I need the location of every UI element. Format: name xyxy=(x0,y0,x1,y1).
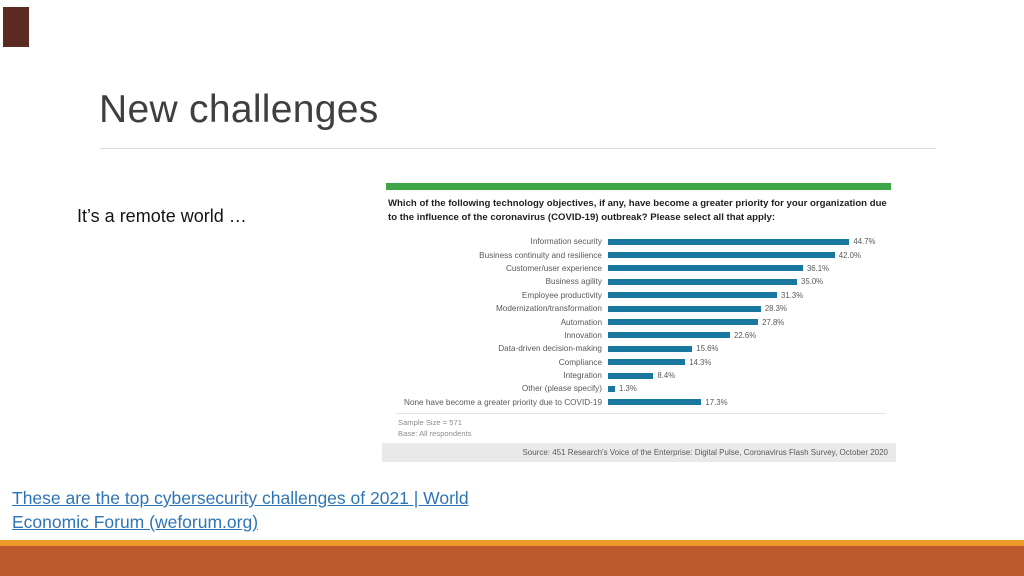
chart-category-label: Data-driven decision-making xyxy=(498,344,602,354)
chart-category-label: Employee productivity xyxy=(521,290,602,300)
chart-row: Compliance 14.3% xyxy=(382,356,896,369)
chart-bar xyxy=(608,359,686,366)
chart-row: Modernization/transformation 28.3% xyxy=(382,302,896,315)
chart-category-label: Integration xyxy=(563,371,602,381)
chart-top-accent-bar xyxy=(386,183,891,190)
bottom-accent-line xyxy=(0,540,1024,546)
title-divider xyxy=(100,148,936,149)
chart-bar xyxy=(608,345,693,352)
chart-value-label: 17.3% xyxy=(705,397,728,407)
chart-row: None have become a greater priority due … xyxy=(382,396,896,409)
chart-figure: Which of the following technology object… xyxy=(382,181,896,463)
chart-category-label: Business continuity and resilience xyxy=(479,250,602,260)
chart-category-label: Automation xyxy=(560,317,602,327)
chart-value-label: 31.3% xyxy=(781,290,804,300)
chart-category-label: Other (please specify) xyxy=(521,384,602,394)
chart-rows: Information security 44.7% Business contin… xyxy=(382,235,896,409)
chart-row: Innovation 22.6% xyxy=(382,329,896,342)
chart-bar xyxy=(608,265,803,272)
page-title: New challenges xyxy=(99,88,379,131)
chart-category-label: Innovation xyxy=(564,330,602,340)
chart-notes: Sample Size = 571 Base: All respondents xyxy=(398,417,471,439)
chart-row: Other (please specify) 1.3% xyxy=(382,382,896,395)
chart-notes-divider xyxy=(396,413,886,414)
chart-value-label: 44.7% xyxy=(853,237,876,247)
chart-row: Automation 27.8% xyxy=(382,315,896,328)
chart-value-label: 35.0% xyxy=(801,277,824,287)
chart-bar xyxy=(608,252,835,259)
chart-category-label: Business agility xyxy=(545,277,602,287)
chart-note-base: Base: All respondents xyxy=(398,429,472,438)
chart-bar xyxy=(608,319,759,326)
chart-category-label: Customer/user experience xyxy=(505,263,602,273)
chart-category-label: Compliance xyxy=(558,357,602,367)
chart-bar xyxy=(608,372,654,379)
chart-value-label: 8.4% xyxy=(657,371,676,381)
chart-value-label: 14.3% xyxy=(689,357,712,367)
chart-question: Which of the following technology object… xyxy=(388,198,887,223)
chart-value-label: 28.3% xyxy=(764,304,787,314)
chart-category-label: Information security xyxy=(530,237,602,247)
chart-bar xyxy=(608,332,731,339)
chart-row: Information security 44.7% xyxy=(382,235,896,248)
chart-source-text: Source: 451 Research's Voice of the Ente… xyxy=(522,448,888,457)
chart-bar xyxy=(608,399,702,406)
chart-bar xyxy=(608,278,797,285)
bottom-accent-band xyxy=(0,546,1024,576)
chart-value-label: 36.1% xyxy=(806,263,830,273)
chart-bar xyxy=(608,385,616,392)
chart-bar xyxy=(608,238,850,245)
chart-row: Business agility 35.0% xyxy=(382,275,896,288)
chart-row: Customer/user experience 36.1% xyxy=(382,262,896,275)
chart-row: Integration 8.4% xyxy=(382,369,896,382)
body-text: It’s a remote world … xyxy=(77,206,247,226)
chart-row: Data-driven decision-making 15.6% xyxy=(382,342,896,355)
chart-value-label: 1.3% xyxy=(619,384,637,394)
chart-row: Employee productivity 31.3% xyxy=(382,289,896,302)
chart-row: Business continuity and resilience 42.0% xyxy=(382,248,896,261)
chart-bar xyxy=(608,292,778,299)
chart-value-label: 42.0% xyxy=(838,250,861,260)
chart-value-label: 27.8% xyxy=(762,317,785,327)
chart-bar xyxy=(608,305,761,312)
chart-value-label: 22.6% xyxy=(734,330,757,340)
weforum-link[interactable]: These are the top cybersecurity challeng… xyxy=(12,488,469,533)
chart-source-bar: Source: 451 Research's Voice of the Ente… xyxy=(382,443,896,462)
corner-accent-block xyxy=(3,7,29,47)
chart-note-sample-size: Sample Size = 571 xyxy=(398,418,462,427)
chart-category-label: None have become a greater priority due … xyxy=(404,397,602,407)
chart-category-label: Modernization/transformation xyxy=(495,304,602,314)
chart-value-label: 15.6% xyxy=(696,344,719,354)
